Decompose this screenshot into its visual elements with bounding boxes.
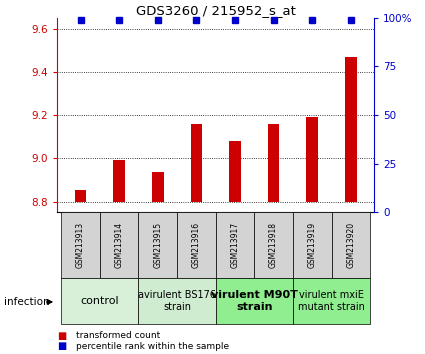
- Bar: [268, 124, 279, 201]
- Bar: [254, 212, 293, 278]
- Text: GSM213919: GSM213919: [308, 222, 317, 268]
- Bar: [152, 172, 164, 201]
- Title: GDS3260 / 215952_s_at: GDS3260 / 215952_s_at: [136, 4, 296, 17]
- Bar: [293, 212, 332, 278]
- Text: ■: ■: [57, 331, 67, 341]
- Bar: [113, 160, 125, 201]
- Bar: [61, 212, 100, 278]
- Text: GSM213915: GSM213915: [153, 222, 162, 268]
- Bar: [177, 212, 216, 278]
- Bar: [229, 141, 241, 201]
- Text: infection: infection: [4, 297, 50, 307]
- Text: GSM213918: GSM213918: [269, 222, 278, 268]
- Text: GSM213914: GSM213914: [115, 222, 124, 268]
- Bar: [345, 57, 357, 201]
- Bar: [100, 212, 139, 278]
- Bar: [306, 117, 318, 201]
- Bar: [139, 278, 216, 324]
- Text: GSM213917: GSM213917: [230, 222, 240, 268]
- Text: ■: ■: [57, 341, 67, 351]
- Text: avirulent BS176
strain: avirulent BS176 strain: [138, 290, 216, 312]
- Text: transformed count: transformed count: [76, 331, 161, 340]
- Bar: [139, 212, 177, 278]
- Bar: [216, 278, 293, 324]
- Bar: [293, 278, 370, 324]
- Bar: [216, 212, 254, 278]
- Text: GSM213920: GSM213920: [346, 222, 355, 268]
- Text: virulent mxiE
mutant strain: virulent mxiE mutant strain: [298, 290, 365, 312]
- Text: virulent M90T
strain: virulent M90T strain: [211, 290, 298, 312]
- Bar: [75, 190, 86, 201]
- Bar: [61, 278, 139, 324]
- Bar: [190, 124, 202, 201]
- Text: control: control: [80, 296, 119, 306]
- Text: percentile rank within the sample: percentile rank within the sample: [76, 342, 230, 351]
- Text: GSM213913: GSM213913: [76, 222, 85, 268]
- Bar: [332, 212, 370, 278]
- Text: GSM213916: GSM213916: [192, 222, 201, 268]
